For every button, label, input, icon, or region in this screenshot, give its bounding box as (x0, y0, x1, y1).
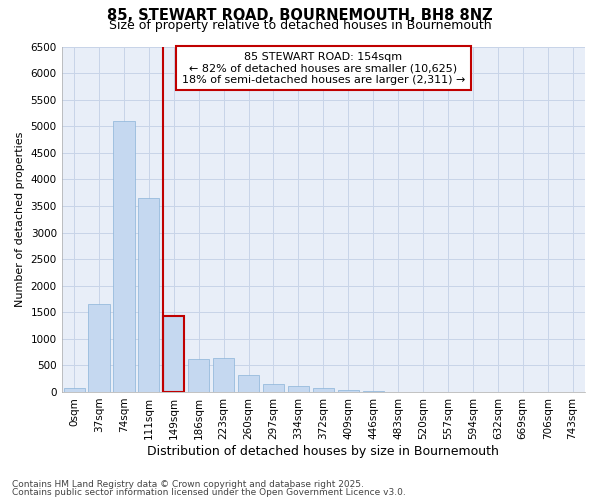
Bar (88, 304, 110, 392)
Bar (163, 316, 184, 392)
Bar (338, 390, 359, 392)
Text: Contains public sector information licensed under the Open Government Licence v3: Contains public sector information licen… (12, 488, 406, 497)
Bar (313, 388, 334, 392)
Bar (64, 388, 85, 392)
Bar (238, 375, 259, 392)
Bar (113, 121, 134, 392)
Text: Contains HM Land Registry data © Crown copyright and database right 2025.: Contains HM Land Registry data © Crown c… (12, 480, 364, 489)
Bar (138, 198, 160, 392)
Text: 85 STEWART ROAD: 154sqm
← 82% of detached houses are smaller (10,625)
18% of sem: 85 STEWART ROAD: 154sqm ← 82% of detache… (182, 52, 465, 85)
Text: Size of property relative to detached houses in Bournemouth: Size of property relative to detached ho… (109, 19, 491, 32)
Bar (213, 358, 234, 392)
Y-axis label: Number of detached properties: Number of detached properties (15, 132, 25, 307)
Bar (263, 384, 284, 392)
Text: 85, STEWART ROAD, BOURNEMOUTH, BH8 8NZ: 85, STEWART ROAD, BOURNEMOUTH, BH8 8NZ (107, 8, 493, 22)
X-axis label: Distribution of detached houses by size in Bournemouth: Distribution of detached houses by size … (148, 444, 499, 458)
Bar (362, 391, 384, 392)
Bar (288, 386, 309, 392)
Bar (188, 359, 209, 392)
